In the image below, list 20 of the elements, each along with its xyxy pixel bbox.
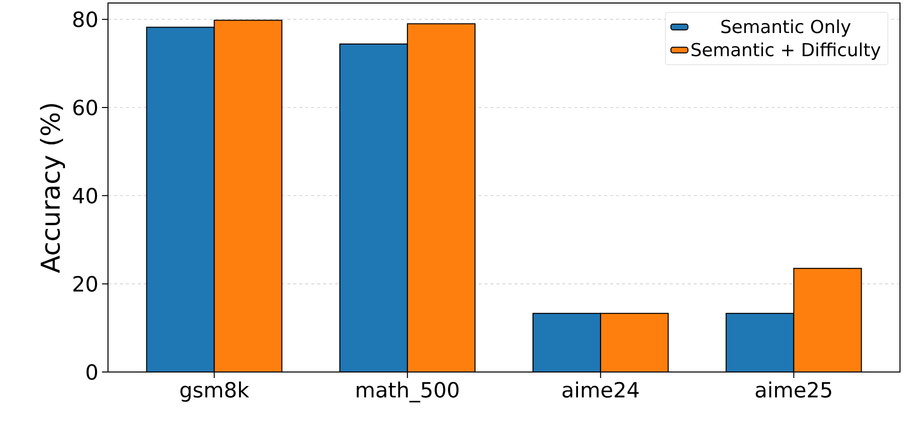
bar: [406, 23, 476, 372]
x-tick-label: aime24: [562, 382, 639, 398]
x-tick-label: math_500: [356, 382, 459, 402]
y-tick-label: 60: [73, 100, 98, 116]
bar: [214, 20, 282, 372]
x-tick-label: gsm8k: [180, 382, 250, 402]
y-tick-label: 0: [86, 364, 98, 380]
y-tick-label: 20: [73, 276, 98, 292]
bar: [600, 313, 668, 372]
legend-label: Semantic + Difficulty: [692, 42, 880, 60]
y-tick-label: 40: [72, 188, 98, 204]
bar: [726, 312, 794, 372]
bar: [532, 313, 601, 372]
legend-label: Semantic Only: [721, 19, 851, 37]
bar: [146, 26, 215, 372]
y-axis-title: Accuracy (%): [40, 104, 66, 273]
bar: [793, 268, 862, 372]
y-tick-label: 80: [73, 11, 98, 28]
bar: [339, 44, 408, 372]
x-tick-label: aime25: [756, 382, 832, 398]
